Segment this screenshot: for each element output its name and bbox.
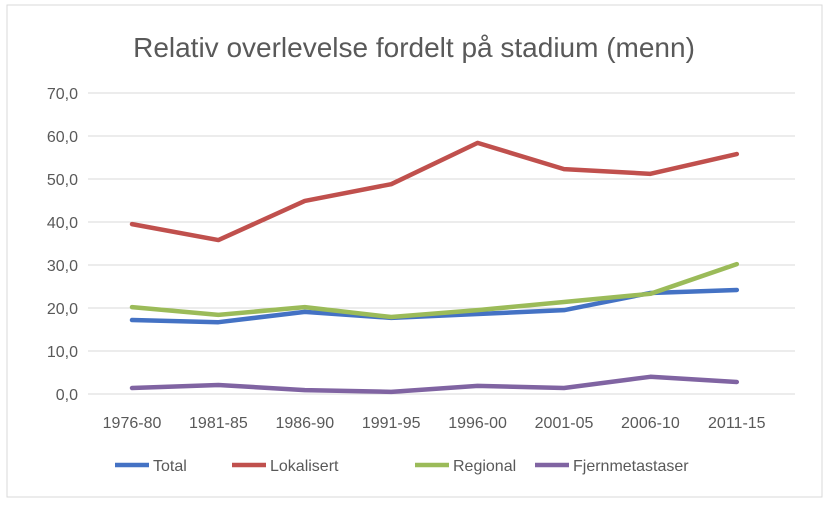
legend-label: Lokalisert: [270, 458, 339, 475]
x-tick-label: 1976-80: [103, 415, 162, 432]
legend-label: Regional: [453, 458, 516, 475]
y-tick-label: 10,0: [47, 344, 78, 361]
legend-label: Fjernmetastaser: [573, 458, 689, 475]
y-tick-label: 50,0: [47, 172, 78, 189]
y-tick-label: 60,0: [47, 129, 78, 146]
chart-border: [6, 4, 823, 498]
series-line-regional: [129, 261, 740, 320]
x-tick-label: 2006-10: [621, 415, 680, 432]
y-tick-label: 40,0: [47, 215, 78, 232]
chart-title: Relativ overlevelse fordelt på stadium (…: [133, 32, 695, 63]
legend-label: Total: [153, 458, 187, 475]
y-tick-label: 70,0: [47, 86, 78, 103]
y-tick-label: 0,0: [56, 387, 78, 404]
series-line-fjernmetastaser: [129, 374, 740, 395]
x-tick-label: 1986-90: [275, 415, 334, 432]
x-tick-label: 1981-85: [189, 415, 248, 432]
series-line-lokalisert: [129, 140, 740, 243]
x-tick-label: 2001-05: [535, 415, 594, 432]
x-tick-label: 2011-15: [708, 415, 766, 432]
y-tick-label: 20,0: [47, 301, 78, 318]
y-tick-label: 30,0: [47, 258, 78, 275]
x-tick-label: 1991-95: [362, 415, 421, 432]
x-tick-label: 1996-00: [448, 415, 507, 432]
